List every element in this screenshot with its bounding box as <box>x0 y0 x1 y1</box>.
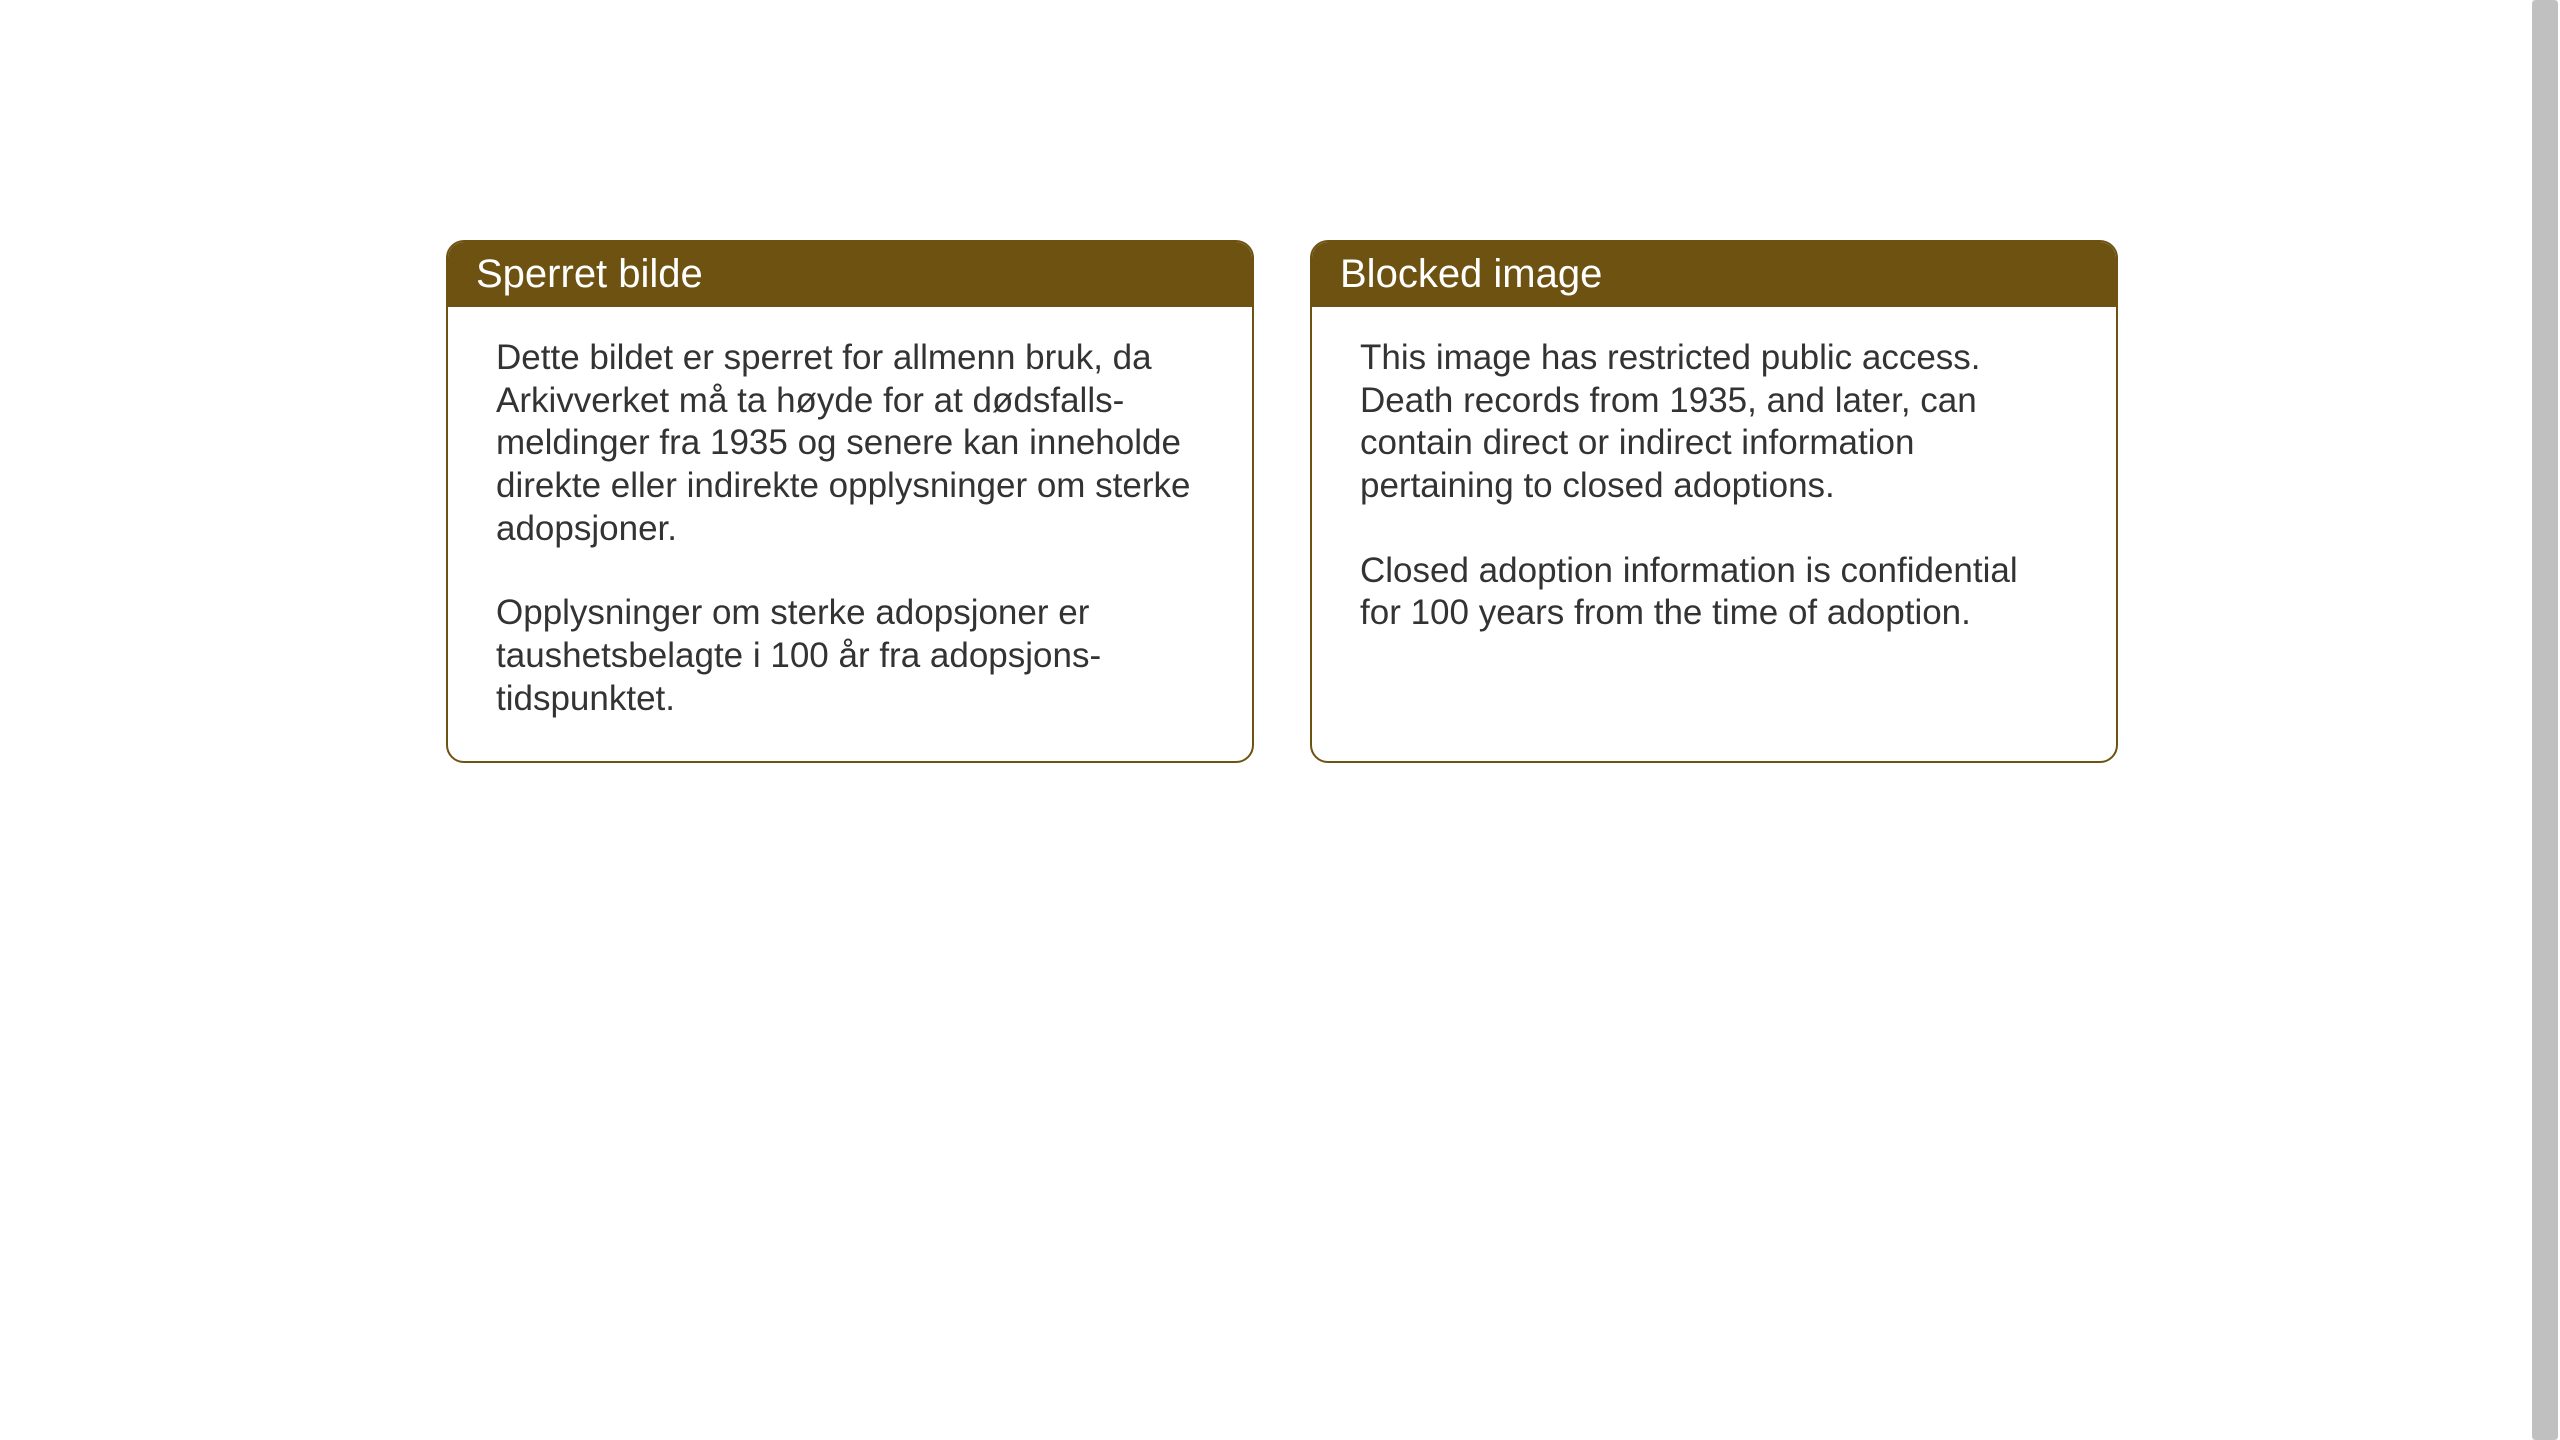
norwegian-card-body: Dette bildet er sperret for allmenn bruk… <box>448 307 1252 761</box>
vertical-scrollbar-track[interactable] <box>2532 0 2558 1440</box>
norwegian-paragraph-2: Opplysninger om sterke adopsjoner er tau… <box>496 592 1204 720</box>
notice-cards-container: Sperret bilde Dette bildet er sperret fo… <box>446 240 2118 763</box>
english-notice-card: Blocked image This image has restricted … <box>1310 240 2118 763</box>
english-paragraph-2: Closed adoption information is confident… <box>1360 550 2068 635</box>
norwegian-notice-card: Sperret bilde Dette bildet er sperret fo… <box>446 240 1254 763</box>
english-card-body: This image has restricted public access.… <box>1312 307 2116 709</box>
english-card-header: Blocked image <box>1312 242 2116 307</box>
norwegian-card-title: Sperret bilde <box>476 252 703 296</box>
norwegian-paragraph-1: Dette bildet er sperret for allmenn bruk… <box>496 337 1204 550</box>
english-card-title: Blocked image <box>1340 252 1602 296</box>
english-paragraph-1: This image has restricted public access.… <box>1360 337 2068 508</box>
vertical-scrollbar-thumb[interactable] <box>2532 0 2558 1440</box>
norwegian-card-header: Sperret bilde <box>448 242 1252 307</box>
